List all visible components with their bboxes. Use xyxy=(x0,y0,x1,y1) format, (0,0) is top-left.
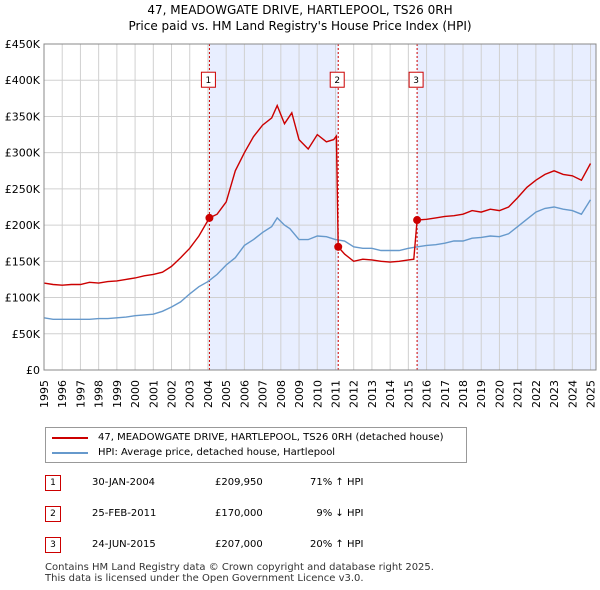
sale-row: 2 25-FEB-2011 £170,000 9% ↓ HPI xyxy=(45,506,445,522)
x-tick-label: 2015 xyxy=(402,380,415,408)
footer-copyright: Contains HM Land Registry data © Crown c… xyxy=(45,562,434,573)
sale-marker-label: 3 xyxy=(413,76,419,86)
sale-date: 30-JAN-2004 xyxy=(92,477,156,488)
y-tick-label: £50K xyxy=(12,328,41,341)
chart-subtitle: Price paid vs. HM Land Registry's House … xyxy=(128,19,472,33)
x-tick-label: 1999 xyxy=(111,380,124,408)
legend-item-property: 47, MEADOWGATE DRIVE, HARTLEPOOL, TS26 0… xyxy=(52,432,444,443)
x-tick-label: 2025 xyxy=(585,380,598,408)
hpi-series-line xyxy=(43,199,592,320)
sale-marker-label: 1 xyxy=(206,76,212,86)
x-tick-label: 2017 xyxy=(439,380,452,408)
sale-point xyxy=(334,242,343,251)
sale-point xyxy=(413,216,422,225)
x-tick-label: 2020 xyxy=(493,380,506,408)
x-tick-label: 2008 xyxy=(275,380,288,408)
x-tick-label: 2000 xyxy=(129,380,142,408)
x-tick-label: 1997 xyxy=(74,380,87,408)
chart-title: 47, MEADOWGATE DRIVE, HARTLEPOOL, TS26 0… xyxy=(147,3,453,17)
legend: 47, MEADOWGATE DRIVE, HARTLEPOOL, TS26 0… xyxy=(45,427,467,463)
sale-hpi: 71% ↑ HPI xyxy=(310,477,364,488)
x-tick-label: 2021 xyxy=(512,380,525,408)
sale-marker: 1 xyxy=(45,475,61,491)
y-tick-label: £250K xyxy=(5,183,41,196)
y-tick-label: £100K xyxy=(5,292,41,305)
x-tick-label: 2005 xyxy=(220,380,233,408)
x-tick-label: 2006 xyxy=(238,380,251,408)
sale-row: 3 24-JUN-2015 £207,000 20% ↑ HPI xyxy=(45,537,445,553)
y-tick-label: £350K xyxy=(5,110,41,123)
sale-price: £170,000 xyxy=(215,508,263,519)
y-tick-label: £0 xyxy=(26,364,40,377)
sale-row: 1 30-JAN-2004 £209,950 71% ↑ HPI xyxy=(45,475,445,491)
x-tick-label: 2011 xyxy=(329,380,342,408)
y-tick-label: £150K xyxy=(5,255,41,268)
property-series-line xyxy=(43,103,592,286)
x-tick-label: 2003 xyxy=(184,380,197,408)
x-tick-label: 2002 xyxy=(166,380,179,408)
sale-marker-label: 2 xyxy=(334,76,340,86)
sale-point xyxy=(205,213,214,222)
y-tick-label: £200K xyxy=(5,219,41,232)
x-tick-label: 1996 xyxy=(56,380,69,408)
shaded-period xyxy=(417,44,596,370)
sale-marker-box xyxy=(408,71,424,88)
x-tick-label: 2016 xyxy=(421,380,434,408)
legend-label-hpi: HPI: Average price, detached house, Hart… xyxy=(98,447,336,458)
sale-price: £207,000 xyxy=(215,539,263,550)
x-tick-label: 2009 xyxy=(293,380,306,408)
price-chart: £0 £50K £100K £150K £200K £250K £300K £350K £400… xyxy=(5,38,598,408)
x-tick-label: 2018 xyxy=(457,380,470,408)
x-tick-label: 2014 xyxy=(384,380,397,408)
y-tick-label: £300K xyxy=(5,147,41,160)
x-tick-label: 1998 xyxy=(93,380,106,408)
legend-swatch-property xyxy=(52,436,88,439)
legend-swatch-hpi xyxy=(52,451,88,454)
y-tick-label: £450K xyxy=(5,38,41,51)
legend-label-property: 47, MEADOWGATE DRIVE, HARTLEPOOL, TS26 0… xyxy=(98,432,444,443)
plot-border xyxy=(43,43,597,371)
y-tick-label: £400K xyxy=(5,74,41,87)
x-tick-label: 2022 xyxy=(530,380,543,408)
sale-marker-box xyxy=(200,71,216,88)
sale-hpi: 20% ↑ HPI xyxy=(310,539,364,550)
footer-licence: This data is licensed under the Open Gov… xyxy=(45,573,364,584)
x-tick-label: 2010 xyxy=(311,380,324,408)
legend-item-hpi: HPI: Average price, detached house, Hart… xyxy=(52,447,335,458)
sale-date: 24-JUN-2015 xyxy=(92,539,156,550)
x-tick-label: 2007 xyxy=(257,380,270,408)
sale-marker: 2 xyxy=(45,506,61,522)
x-tick-label: 2024 xyxy=(566,380,579,408)
shaded-period xyxy=(209,44,339,370)
sale-date: 25-FEB-2011 xyxy=(92,508,157,519)
sale-marker-box xyxy=(329,71,345,88)
sale-marker: 3 xyxy=(45,537,61,553)
x-tick-label: 1995 xyxy=(38,380,51,408)
x-tick-label: 2012 xyxy=(348,380,361,408)
x-tick-label: 2019 xyxy=(475,380,488,408)
x-tick-label: 2004 xyxy=(202,380,215,408)
x-tick-label: 2001 xyxy=(147,380,160,408)
x-tick-label: 2023 xyxy=(548,380,561,408)
x-tick-label: 2013 xyxy=(366,380,379,408)
sale-price: £209,950 xyxy=(215,477,263,488)
sale-hpi: 9% ↓ HPI xyxy=(310,508,364,519)
